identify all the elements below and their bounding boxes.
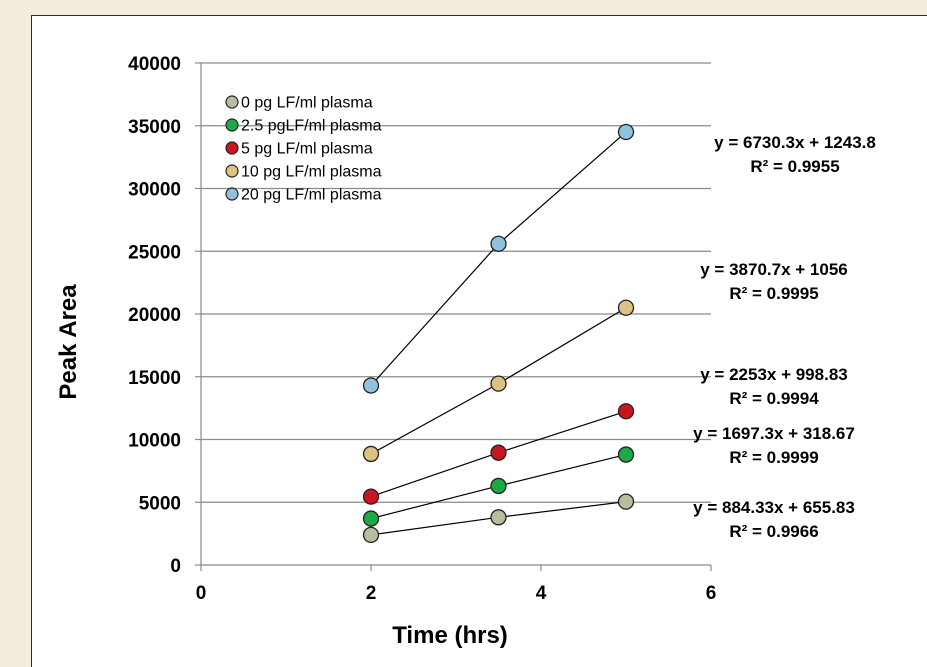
y-tick-label-25000: 25000	[128, 242, 181, 263]
legend-label-1: 2.5 pgLF/ml plasma	[241, 118, 382, 135]
y-tick-label-10000: 10000	[128, 431, 181, 452]
trend-r2-2: R² = 0.9994	[729, 389, 819, 408]
y-tick-label-30000: 30000	[128, 180, 181, 201]
legend-marker-2	[225, 141, 239, 155]
y-tick-label-0: 0	[170, 556, 181, 577]
legend-marker-3	[225, 164, 239, 178]
data-point-4-1	[490, 235, 507, 252]
legend-marker-0	[225, 95, 239, 109]
data-point-0-0	[362, 526, 380, 544]
data-point-0-1	[490, 509, 507, 526]
trend-equation-3: y = 3870.7x + 1056	[700, 260, 847, 279]
y-axis-label: Peak Area	[55, 284, 82, 400]
x-tick-label-4: 4	[536, 583, 547, 604]
data-point-2-1	[490, 444, 507, 461]
chart-frame: 0 5000 10000 15000 20000 25000 30000 35000 40000…	[31, 15, 927, 667]
x-tick-labels: 0 2 4 6	[196, 583, 717, 604]
legend-label-4: 20 pg LF/ml plasma	[241, 187, 382, 204]
data-point-1-1	[490, 477, 507, 495]
trendline-4	[370, 131, 627, 386]
legend-marker-1	[225, 118, 239, 132]
x-tick-label-6: 6	[706, 583, 717, 604]
data-points	[362, 123, 635, 544]
data-point-4-0	[362, 377, 380, 394]
data-point-3-0	[362, 445, 380, 463]
x-axis-label: Time (hrs)	[392, 622, 508, 649]
data-point-2-0	[362, 488, 380, 505]
trendlines	[370, 131, 627, 536]
y-tick-label-35000: 35000	[128, 117, 181, 138]
trend-equation-0: y = 884.33x + 655.83	[693, 498, 855, 517]
data-point-2-2	[617, 403, 635, 420]
axes	[195, 62, 712, 571]
y-tick-label-15000: 15000	[128, 368, 181, 389]
data-point-1-0	[362, 510, 380, 527]
y-tick-label-40000: 40000	[128, 54, 181, 75]
scatter-chart: 0 5000 10000 15000 20000 25000 30000 35000 40000…	[55, 54, 876, 649]
x-tick-label-2: 2	[366, 583, 377, 604]
legend-label-0: 0 pg LF/ml plasma	[241, 95, 373, 112]
trend-r2-4: R² = 0.9955	[750, 157, 839, 176]
data-point-1-2	[617, 446, 635, 463]
data-point-3-2	[617, 299, 635, 316]
gridlines	[201, 62, 711, 503]
trend-equations: y = 884.33x + 655.83 R² = 0.9966 y = 1697.…	[693, 133, 876, 541]
legend-label-2: 5 pg LF/ml plasma	[241, 141, 373, 158]
y-tick-label-5000: 5000	[139, 493, 181, 514]
trend-equation-2: y = 2253x + 998.83	[700, 365, 847, 384]
data-point-4-2	[617, 123, 635, 141]
trend-r2-3: R² = 0.9995	[729, 284, 818, 303]
trend-equation-1: y = 1697.3x + 318.67	[693, 424, 855, 443]
data-point-3-1	[490, 375, 507, 392]
legend: 0 pg LF/ml plasma 2.5 pgLF/ml plasma 5 pg …	[225, 95, 382, 204]
trend-r2-1: R² = 0.9999	[729, 448, 818, 467]
legend-marker-4	[225, 187, 239, 201]
y-tick-labels: 0 5000 10000 15000 20000 25000 30000 35000 40000	[128, 54, 181, 577]
x-tick-label-0: 0	[196, 583, 207, 604]
legend-label-3: 10 pg LF/ml plasma	[241, 164, 382, 181]
data-point-0-2	[617, 493, 635, 510]
trend-equation-4: y = 6730.3x + 1243.8	[714, 133, 876, 152]
y-tick-label-20000: 20000	[128, 305, 181, 326]
trend-r2-0: R² = 0.9966	[729, 522, 818, 541]
